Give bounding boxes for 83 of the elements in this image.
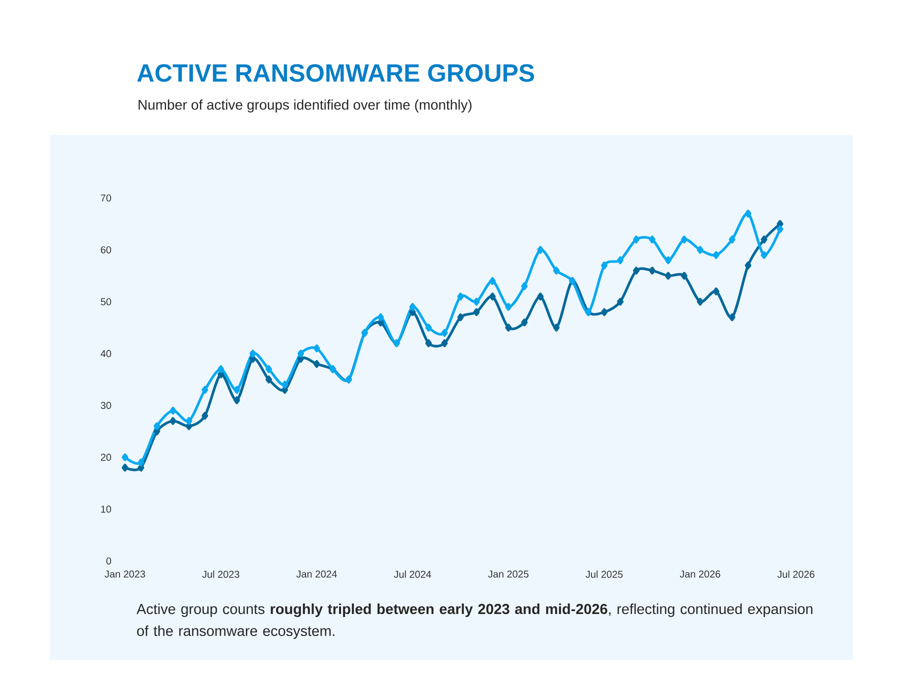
point xyxy=(457,292,464,300)
point xyxy=(122,464,128,472)
point xyxy=(728,313,736,322)
point xyxy=(122,453,128,462)
chart-title: ACTIVE RANSOMWARE GROUPS xyxy=(137,64,534,82)
point xyxy=(489,292,496,300)
y-tick-label: 30 xyxy=(100,402,112,409)
point xyxy=(696,246,704,254)
text: Active group counts roughly tripled between early 2023 and mid-2026, reflecting continued expansion of the ransomware ecosystem. xyxy=(136,604,812,639)
point xyxy=(473,308,480,316)
point xyxy=(696,298,704,306)
point xyxy=(218,365,224,374)
x-tick-label: Jan 2025 xyxy=(488,570,529,578)
point xyxy=(617,298,624,306)
point xyxy=(776,225,784,234)
chart-subtitle: Number of active groups identified over time (monthly) xyxy=(138,99,472,112)
point xyxy=(601,262,608,270)
point xyxy=(489,277,496,285)
point xyxy=(553,266,560,275)
x-tick-label: Jan 2023 xyxy=(104,570,146,578)
point xyxy=(266,365,272,374)
point xyxy=(170,406,176,415)
point xyxy=(441,328,448,337)
point xyxy=(632,266,640,275)
point xyxy=(441,339,448,348)
point xyxy=(617,256,624,264)
y-tick-label: 60 xyxy=(100,246,112,254)
y-tick-label: 10 xyxy=(101,506,112,513)
point xyxy=(425,324,432,332)
point xyxy=(409,303,416,311)
point xyxy=(744,210,752,218)
point xyxy=(186,417,192,425)
point xyxy=(664,256,672,264)
point xyxy=(457,313,464,322)
point xyxy=(250,350,256,358)
point xyxy=(425,339,432,348)
point xyxy=(648,236,656,244)
point xyxy=(282,380,288,389)
point xyxy=(297,350,304,358)
point xyxy=(712,251,720,259)
x-tick-label: Jul 2024 xyxy=(394,570,432,578)
point xyxy=(680,236,688,244)
point xyxy=(648,266,656,275)
point xyxy=(521,282,528,290)
point xyxy=(266,376,272,384)
point xyxy=(760,251,768,259)
point xyxy=(776,220,784,228)
point xyxy=(680,272,688,280)
point xyxy=(537,292,544,300)
y-tick-label: 50 xyxy=(100,298,112,306)
y-tick-label: 0 xyxy=(106,557,112,565)
point xyxy=(505,324,512,332)
point xyxy=(505,303,512,311)
x-tick-label: Jul 2026 xyxy=(777,570,814,578)
point xyxy=(744,262,752,270)
point xyxy=(377,313,384,322)
x-tick-label: Jul 2025 xyxy=(586,570,623,578)
point xyxy=(473,298,480,306)
y-tick-label: 20 xyxy=(100,454,112,461)
point xyxy=(234,386,240,394)
point xyxy=(760,236,768,244)
point xyxy=(632,236,640,244)
y-tick-label: 40 xyxy=(100,350,112,358)
x-tick-label: Jan 2024 xyxy=(296,570,337,578)
point xyxy=(537,246,544,254)
point xyxy=(313,360,320,368)
y-tick-label: 70 xyxy=(100,194,112,202)
point xyxy=(553,324,560,332)
point xyxy=(377,318,384,326)
x-tick-label: Jan 2026 xyxy=(680,570,720,578)
point xyxy=(202,386,208,394)
point xyxy=(154,422,160,430)
point xyxy=(138,458,144,466)
point xyxy=(712,287,720,296)
point xyxy=(601,308,608,316)
point xyxy=(202,412,208,420)
x-tick-label: Jul 2023 xyxy=(202,570,240,578)
point xyxy=(521,318,528,326)
point xyxy=(170,417,176,425)
point xyxy=(313,344,320,352)
point xyxy=(664,272,672,280)
point xyxy=(728,236,736,244)
point xyxy=(234,396,240,404)
